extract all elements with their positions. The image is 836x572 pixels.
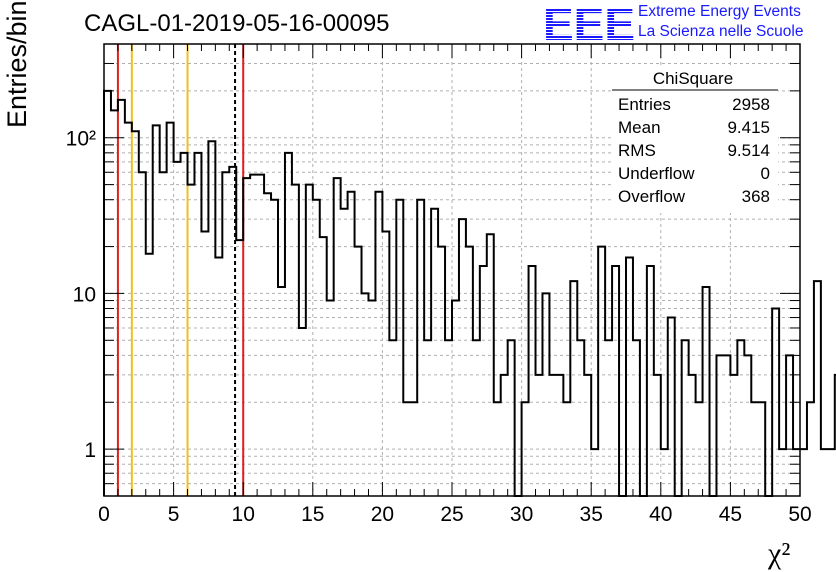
x-axis-label: χ² — [767, 537, 790, 570]
y-tick-label: 10 — [73, 283, 96, 306]
logo-mark: EEE — [543, 0, 635, 44]
stats-row-value: 2958 — [732, 95, 770, 114]
x-tick-label: 45 — [719, 503, 742, 526]
stats-box: ChiSquare Entries 2958 Mean 9.415 RMS 9.514 Un… — [612, 68, 778, 213]
stats-box-title: ChiSquare — [653, 69, 733, 88]
x-tick-label: 20 — [371, 503, 394, 526]
stats-row-value: 0 — [761, 164, 770, 183]
y-tick-labels: 1 10 10² — [66, 128, 96, 462]
reference-lines — [116, 44, 245, 496]
stats-row-label: Mean — [618, 118, 661, 137]
grid-lines — [104, 44, 800, 496]
histogram-series — [103, 89, 836, 497]
y-tick-label: 10² — [66, 128, 96, 151]
x-tick-label: 10 — [232, 503, 255, 526]
x-tick-label: 25 — [440, 503, 463, 526]
logo-text: Extreme Energy Events La Scienza nelle S… — [638, 2, 803, 42]
x-tick-label: 15 — [301, 503, 324, 526]
x-tick-label: 0 — [98, 503, 110, 526]
x-tick-label: 5 — [168, 503, 180, 526]
plot-frame — [103, 43, 801, 497]
stats-row-value: 9.514 — [727, 141, 770, 160]
stats-row-label: Overflow — [618, 187, 686, 206]
eee-logo: EEE — [543, 0, 635, 44]
y-axis-label: Entries/bin — [2, 0, 32, 128]
logo-line-2: La Scienza nelle Scuole — [638, 23, 804, 40]
plot-title: CAGL-01-2019-05-16-00095 — [84, 10, 390, 37]
axis-ticks — [103, 44, 801, 496]
x-tick-labels: 0 5 10 15 20 25 30 35 40 45 50 — [98, 503, 812, 526]
x-tick-label: 40 — [649, 503, 672, 526]
x-tick-label: 50 — [788, 503, 811, 526]
stats-row-label: RMS — [618, 141, 656, 160]
stats-row-label: Entries — [618, 95, 671, 114]
stats-row-value: 368 — [742, 187, 770, 206]
stats-row-label: Underflow — [618, 164, 695, 183]
y-tick-label: 1 — [84, 439, 96, 462]
logo-line-1: Extreme Energy Events — [638, 3, 801, 20]
stats-row-value: 9.415 — [727, 118, 770, 137]
x-tick-label: 30 — [510, 503, 533, 526]
x-tick-label: 35 — [580, 503, 603, 526]
